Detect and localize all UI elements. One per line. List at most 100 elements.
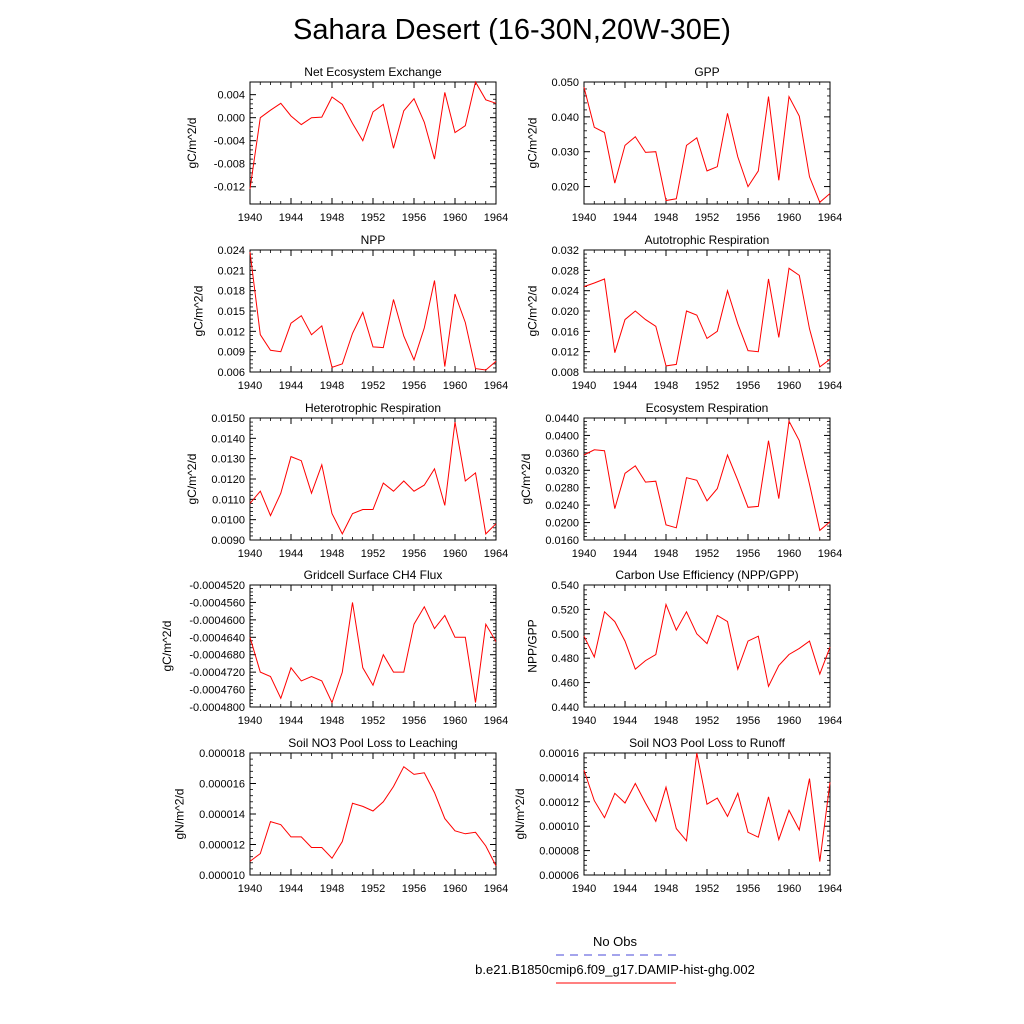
y-tick-label: 0.0140 bbox=[211, 433, 245, 445]
y-tick-label: -0.004 bbox=[214, 136, 245, 148]
x-tick-label: 1948 bbox=[320, 548, 344, 560]
chart-panel: Soil NO3 Pool Loss to Leaching 1940 1944 19… bbox=[173, 736, 509, 895]
x-tick-label: 1948 bbox=[654, 715, 678, 727]
x-tick-label: 1948 bbox=[320, 883, 344, 895]
x-tick-label: 1952 bbox=[361, 380, 385, 392]
y-tick-label: 0.018 bbox=[217, 286, 245, 298]
y-tick-label: 0.0150 bbox=[211, 413, 245, 425]
chart-title: Ecosystem Respiration bbox=[646, 401, 769, 415]
y-tick-label: -0.0004520 bbox=[189, 580, 245, 592]
plot-frame bbox=[249, 417, 497, 541]
y-tick-label: -0.0004720 bbox=[189, 667, 245, 679]
y-axis-label: gC/m^2/d bbox=[185, 118, 199, 169]
x-tick-label: 1964 bbox=[484, 548, 508, 560]
x-tick-label: 1964 bbox=[818, 212, 842, 224]
y-tick-label: 0.00014 bbox=[539, 772, 579, 784]
x-tick-label: 1964 bbox=[818, 380, 842, 392]
x-tick-label: 1964 bbox=[484, 380, 508, 392]
y-tick-label: -0.0004800 bbox=[189, 702, 245, 714]
y-tick-label: 0.520 bbox=[551, 604, 579, 616]
y-tick-label: 0.0100 bbox=[211, 515, 245, 527]
x-tick-label: 1960 bbox=[777, 380, 801, 392]
chart-title: Soil NO3 Pool Loss to Leaching bbox=[288, 736, 457, 750]
y-tick-label: 0.00012 bbox=[539, 797, 579, 809]
y-tick-label: 0.00008 bbox=[539, 846, 579, 858]
y-tick-label: -0.0004600 bbox=[189, 615, 245, 627]
y-tick-label: 0.0240 bbox=[545, 500, 579, 512]
x-tick-label: 1960 bbox=[443, 715, 467, 727]
y-tick-label: 0.020 bbox=[551, 182, 579, 194]
x-tick-label: 1956 bbox=[402, 548, 426, 560]
x-tick-label: 1948 bbox=[320, 715, 344, 727]
x-tick-label: 1964 bbox=[818, 548, 842, 560]
y-tick-label: 0.000018 bbox=[199, 748, 245, 760]
x-tick-label: 1960 bbox=[443, 548, 467, 560]
y-tick-label: 0.540 bbox=[551, 580, 579, 592]
x-tick-label: 1940 bbox=[572, 212, 596, 224]
legend-model-label: b.e21.B1850cmip6.f09_g17.DAMIP-hist-ghg.… bbox=[475, 962, 755, 977]
y-tick-label: 0.012 bbox=[551, 347, 579, 359]
chart-title: Net Ecosystem Exchange bbox=[304, 65, 442, 79]
x-tick-label: 1944 bbox=[279, 715, 303, 727]
x-tick-label: 1956 bbox=[736, 548, 760, 560]
y-tick-label: -0.008 bbox=[214, 159, 245, 171]
x-tick-label: 1964 bbox=[818, 883, 842, 895]
y-tick-label: -0.0004760 bbox=[189, 685, 245, 697]
chart-title: Heterotrophic Respiration bbox=[305, 401, 441, 415]
x-tick-label: 1952 bbox=[361, 715, 385, 727]
x-tick-label: 1944 bbox=[613, 380, 637, 392]
chart-panel: GPP 1940 1944 1948 1952 1956 1960 1964 0.020 0.03… bbox=[526, 65, 843, 224]
chart-panel: Autotrophic Respiration 1940 1944 1948 1952 1… bbox=[526, 233, 843, 392]
y-tick-label: 0.480 bbox=[551, 653, 579, 665]
y-tick-label: 0.020 bbox=[551, 306, 579, 318]
plot-frame bbox=[583, 584, 831, 708]
y-tick-label: 0.016 bbox=[551, 326, 579, 338]
chart-title: NPP bbox=[361, 233, 386, 247]
figure-title: Sahara Desert (16-30N,20W-30E) bbox=[293, 14, 731, 46]
y-tick-label: 0.0440 bbox=[545, 413, 579, 425]
y-axis-label: gN/m^2/d bbox=[513, 789, 527, 840]
y-tick-label: 0.000 bbox=[217, 113, 245, 125]
y-tick-label: 0.0320 bbox=[545, 465, 579, 477]
y-tick-label: 0.0200 bbox=[545, 518, 579, 530]
series-line bbox=[583, 87, 831, 204]
x-tick-label: 1960 bbox=[777, 212, 801, 224]
y-tick-label: 0.000014 bbox=[199, 809, 245, 821]
y-tick-label: 0.004 bbox=[217, 90, 245, 102]
x-tick-label: 1952 bbox=[361, 548, 385, 560]
x-tick-label: 1940 bbox=[572, 715, 596, 727]
x-tick-label: 1952 bbox=[695, 883, 719, 895]
y-axis-label: NPP/GPP bbox=[526, 619, 540, 672]
x-tick-label: 1960 bbox=[443, 380, 467, 392]
x-tick-label: 1956 bbox=[402, 883, 426, 895]
series-line bbox=[249, 765, 497, 867]
y-axis-label: gC/m^2/d bbox=[192, 286, 206, 337]
x-tick-label: 1948 bbox=[320, 380, 344, 392]
y-tick-label: 0.006 bbox=[217, 367, 245, 379]
x-tick-label: 1948 bbox=[320, 212, 344, 224]
y-tick-label: 0.00010 bbox=[539, 821, 579, 833]
x-tick-label: 1956 bbox=[736, 380, 760, 392]
plot-frame bbox=[249, 752, 497, 876]
y-axis-label: gC/m^2/d bbox=[160, 621, 174, 672]
x-tick-label: 1940 bbox=[572, 380, 596, 392]
y-tick-label: 0.000012 bbox=[199, 840, 245, 852]
y-tick-label: 0.028 bbox=[551, 265, 579, 277]
series-line bbox=[249, 80, 497, 190]
plot-frame bbox=[583, 752, 831, 876]
x-tick-label: 1940 bbox=[238, 212, 262, 224]
x-tick-label: 1952 bbox=[695, 212, 719, 224]
y-tick-label: 0.040 bbox=[551, 112, 579, 124]
x-tick-label: 1944 bbox=[279, 212, 303, 224]
y-axis-label: gC/m^2/d bbox=[526, 118, 540, 169]
x-tick-label: 1940 bbox=[238, 380, 262, 392]
x-tick-label: 1944 bbox=[613, 715, 637, 727]
y-tick-label: 0.008 bbox=[551, 367, 579, 379]
series-line bbox=[249, 251, 497, 371]
series-line bbox=[583, 752, 831, 862]
plot-frame bbox=[583, 417, 831, 541]
y-tick-label: 0.021 bbox=[217, 265, 245, 277]
y-tick-label: 0.024 bbox=[551, 286, 579, 298]
x-tick-label: 1964 bbox=[484, 883, 508, 895]
